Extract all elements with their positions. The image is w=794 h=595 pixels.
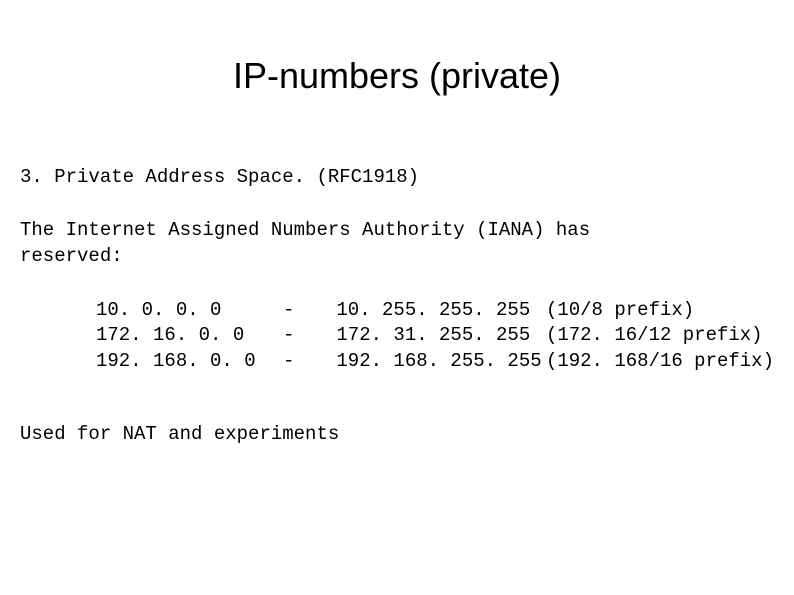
range-start: 192. 168. 0. 0 xyxy=(96,349,283,375)
range-dash: - xyxy=(283,298,336,324)
page-title: IP-numbers (private) xyxy=(0,0,794,165)
ip-range-table: 10. 0. 0. 0 - 10. 255. 255. 255 (10/8 pr… xyxy=(96,298,774,375)
range-start: 172. 16. 0. 0 xyxy=(96,323,283,349)
range-dash: - xyxy=(283,349,336,375)
footer-text: Used for NAT and experiments xyxy=(20,422,774,448)
intro-line-1: The Internet Assigned Numbers Authority … xyxy=(20,218,774,244)
range-prefix: (10/8 prefix) xyxy=(546,298,774,324)
range-dash: - xyxy=(283,323,336,349)
table-row: 192. 168. 0. 0 - 192. 168. 255. 255 (192… xyxy=(96,349,774,375)
table-row: 172. 16. 0. 0 - 172. 31. 255. 255 (172. … xyxy=(96,323,774,349)
range-end: 10. 255. 255. 255 xyxy=(336,298,546,324)
intro-line-2: reserved: xyxy=(20,244,774,270)
range-start: 10. 0. 0. 0 xyxy=(96,298,283,324)
range-end: 192. 168. 255. 255 xyxy=(336,349,546,375)
ip-range-table-wrap: 10. 0. 0. 0 - 10. 255. 255. 255 (10/8 pr… xyxy=(20,270,774,423)
slide: IP-numbers (private) 3. Private Address … xyxy=(0,0,794,595)
range-prefix: (172. 16/12 prefix) xyxy=(546,323,774,349)
table-row: 10. 0. 0. 0 - 10. 255. 255. 255 (10/8 pr… xyxy=(96,298,774,324)
range-prefix: (192. 168/16 prefix) xyxy=(546,349,774,375)
range-end: 172. 31. 255. 255 xyxy=(336,323,546,349)
slide-body: 3. Private Address Space. (RFC1918) The … xyxy=(0,165,794,448)
section-heading: 3. Private Address Space. (RFC1918) xyxy=(20,165,774,191)
